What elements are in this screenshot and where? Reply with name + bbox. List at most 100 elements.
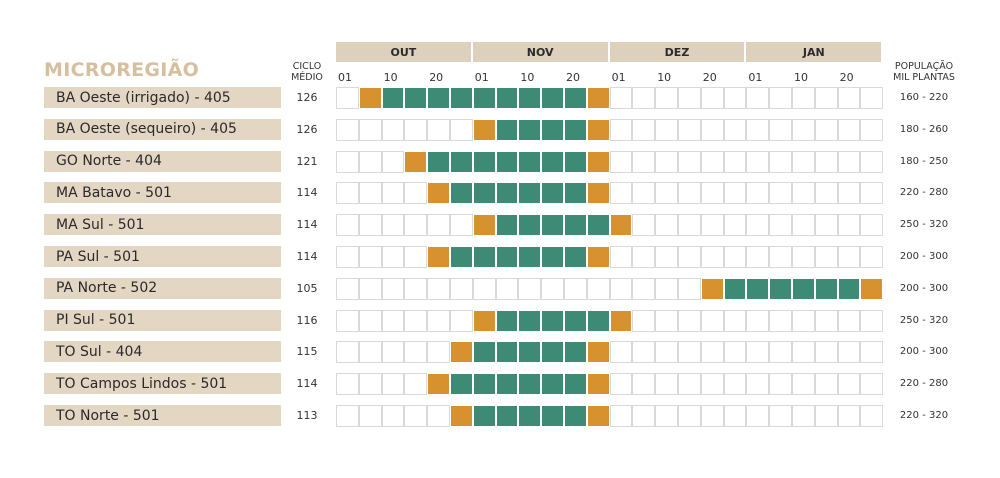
cell-empty xyxy=(769,405,792,427)
cell-empty xyxy=(632,373,656,396)
cell-empty xyxy=(632,214,656,237)
cell-empty xyxy=(655,277,678,300)
cell-empty xyxy=(860,182,884,205)
cell-empty xyxy=(358,341,382,364)
cell-green xyxy=(495,150,519,173)
cell-empty xyxy=(381,182,405,205)
month-header-dez: DEZ xyxy=(609,42,745,62)
population-value: 250 - 320 xyxy=(899,219,949,231)
cell-empty xyxy=(655,246,678,268)
cell-empty xyxy=(837,309,861,332)
row-label: TO Norte - 501 xyxy=(44,405,281,426)
cell-empty xyxy=(678,182,701,205)
population-value: 220 - 280 xyxy=(899,187,949,199)
cell-empty xyxy=(860,118,884,141)
cell-empty xyxy=(723,150,747,173)
cell-empty xyxy=(814,405,838,427)
cell-empty xyxy=(837,118,861,141)
cell-green xyxy=(450,150,473,173)
cell-empty xyxy=(792,118,815,141)
cell-empty xyxy=(746,182,770,205)
cell-green xyxy=(746,277,770,300)
cell-orange xyxy=(700,277,724,300)
ciclo-header-line1: CICLO xyxy=(292,61,322,72)
cell-empty xyxy=(358,118,382,141)
row-label: TO Campos Lindos - 501 xyxy=(44,373,281,395)
cell-empty xyxy=(700,246,724,268)
cell-empty xyxy=(700,309,724,332)
population-value: 200 - 300 xyxy=(899,251,949,262)
cell-empty xyxy=(746,150,770,173)
day-tick-label: 10 xyxy=(383,71,398,84)
cell-empty xyxy=(814,373,838,396)
cell-empty xyxy=(632,150,656,173)
cell-empty xyxy=(427,118,450,141)
cell-empty xyxy=(837,405,861,427)
cell-orange xyxy=(860,277,884,300)
cell-empty xyxy=(769,182,792,205)
cell-empty xyxy=(427,214,450,237)
cell-green xyxy=(564,373,587,396)
cell-empty xyxy=(381,373,405,396)
cell-empty xyxy=(792,214,815,237)
month-header-nov: NOV xyxy=(472,42,608,62)
cell-empty xyxy=(427,405,450,427)
cell-empty xyxy=(860,246,884,268)
cell-empty xyxy=(837,341,861,364)
cell-empty xyxy=(837,214,861,237)
day-tick-label: 10 xyxy=(520,71,535,84)
cell-empty xyxy=(632,405,656,427)
cell-empty xyxy=(678,341,701,364)
cell-green xyxy=(518,373,542,396)
cell-empty xyxy=(427,309,450,332)
cell-green xyxy=(541,309,564,332)
cell-empty xyxy=(336,118,359,141)
pop-header: POPULAÇÃO MIL PLANTAS xyxy=(884,61,964,83)
cell-green xyxy=(450,182,473,205)
cell-green xyxy=(450,87,473,109)
cell-empty xyxy=(586,277,610,300)
cell-orange xyxy=(586,182,610,205)
cell-empty xyxy=(860,341,884,364)
population-value: 200 - 300 xyxy=(899,346,949,358)
cell-empty xyxy=(746,214,770,237)
cell-green xyxy=(495,373,519,396)
cell-green xyxy=(495,87,519,109)
cell-empty xyxy=(814,309,838,332)
cell-green xyxy=(541,405,564,427)
population-value: 180 - 250 xyxy=(899,155,949,167)
ciclo-value: 114 xyxy=(296,377,318,391)
cell-empty xyxy=(404,277,428,300)
cell-empty xyxy=(609,118,633,141)
cell-orange xyxy=(586,373,610,396)
cell-empty xyxy=(723,182,747,205)
cell-empty xyxy=(860,214,884,237)
cell-empty xyxy=(678,87,701,109)
cell-empty xyxy=(655,405,678,427)
cell-empty xyxy=(450,214,473,237)
cell-empty xyxy=(358,309,382,332)
cell-empty xyxy=(792,87,815,109)
population-value: 160 - 220 xyxy=(899,92,949,103)
cell-empty xyxy=(723,214,747,237)
cell-green xyxy=(564,309,587,332)
cell-empty xyxy=(746,87,770,109)
cell-empty xyxy=(609,150,633,173)
cell-empty xyxy=(837,373,861,396)
cell-empty xyxy=(814,182,838,205)
cell-green xyxy=(541,87,564,109)
month-header-jan: JAN xyxy=(746,42,882,62)
cell-orange xyxy=(586,118,610,141)
cell-green xyxy=(541,341,564,364)
cell-empty xyxy=(427,277,450,300)
cell-empty xyxy=(769,150,792,173)
cell-empty xyxy=(381,118,405,141)
cell-empty xyxy=(609,246,633,268)
cell-empty xyxy=(427,341,450,364)
cell-empty xyxy=(518,277,542,300)
cell-orange xyxy=(404,150,428,173)
row-label: PA Sul - 501 xyxy=(44,246,281,267)
day-tick-label: 01 xyxy=(748,71,763,84)
ciclo-value: 115 xyxy=(296,345,318,359)
cell-empty xyxy=(700,118,724,141)
